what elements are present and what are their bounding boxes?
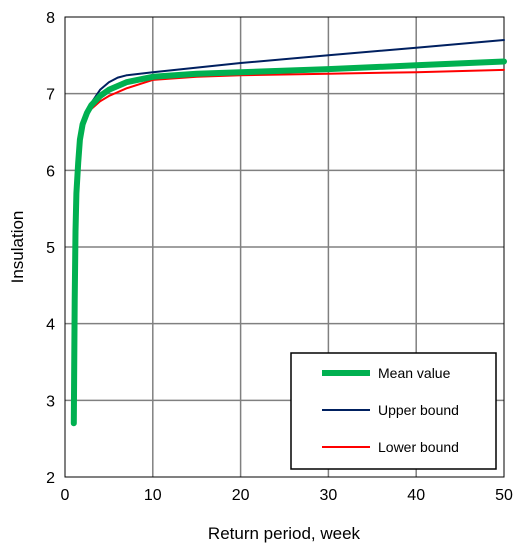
grid — [65, 17, 504, 477]
legend-label-mean-value: Mean value — [378, 365, 451, 381]
x-axis-label: Return period, week — [208, 524, 361, 543]
x-tick-label: 40 — [407, 487, 425, 504]
series-layer — [70, 39, 507, 427]
y-tick-label: 4 — [46, 317, 55, 334]
x-tick-label: 20 — [232, 487, 250, 504]
x-tick-label: 50 — [495, 487, 513, 504]
legend: Mean value Upper bound Lower bound — [290, 352, 497, 470]
plot-frame — [64, 16, 505, 478]
series-line-mean-value — [70, 58, 507, 427]
y-tick-label: 7 — [46, 87, 55, 104]
legend-label-lower-bound: Lower bound — [378, 439, 459, 455]
y-tick-label: 8 — [46, 10, 55, 27]
y-axis-label: Insulation — [8, 211, 27, 284]
x-tick-label: 30 — [320, 487, 338, 504]
y-tick-label: 5 — [46, 240, 55, 257]
x-tick-label: 10 — [144, 487, 162, 504]
y-tick-label: 6 — [46, 163, 55, 180]
legend-items: Mean value Upper bound Lower bound — [322, 365, 459, 455]
legend-label-upper-bound: Upper bound — [378, 402, 459, 418]
y-tick-label: 2 — [46, 470, 55, 487]
y-tick-label: 3 — [46, 393, 55, 410]
ticks-layer: 0 10 20 30 40 50 2 3 4 5 6 7 8 — [46, 10, 513, 504]
x-tick-label: 0 — [61, 487, 70, 504]
